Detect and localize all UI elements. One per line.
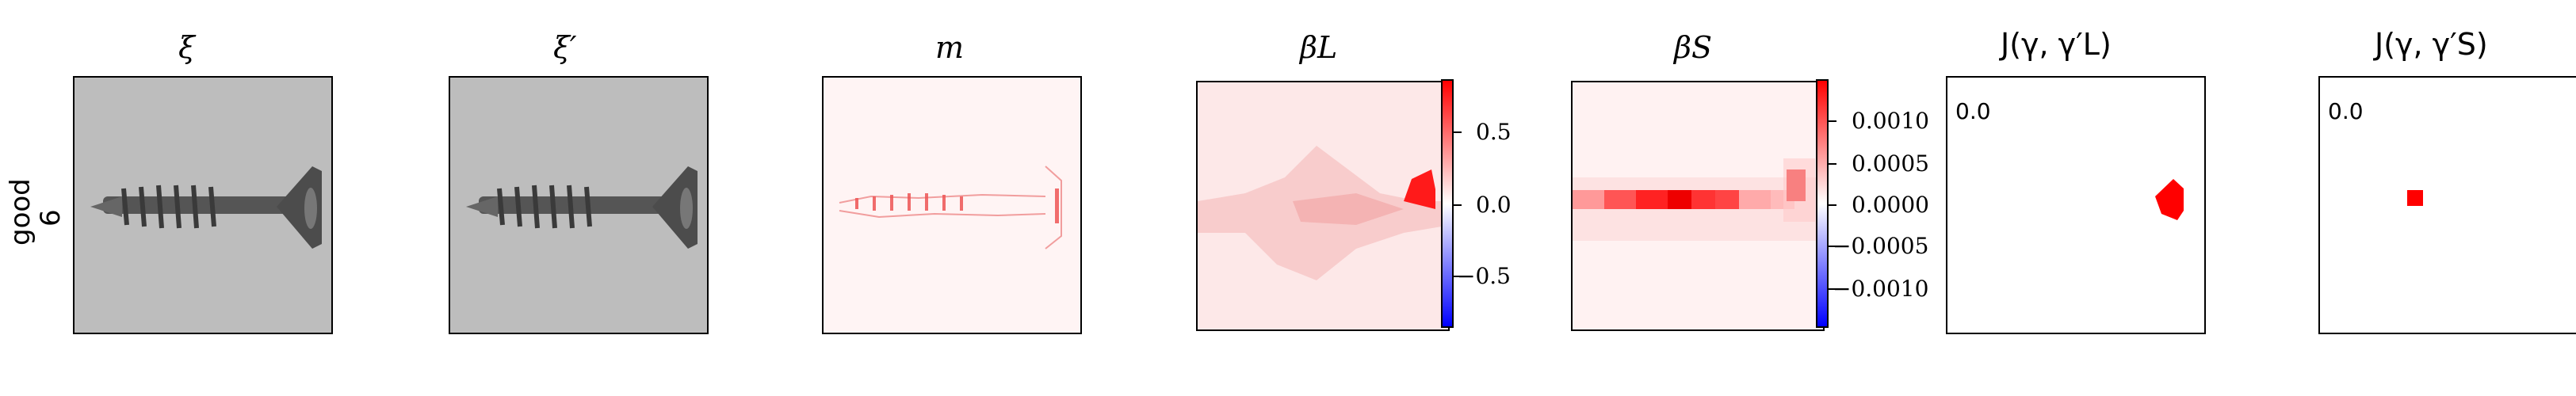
colorbar-tick-beta-s-4: −0.0005: [1833, 233, 1929, 259]
panel-title-xi-prime: ξ′: [553, 30, 577, 65]
j-s-mask: [2407, 190, 2423, 206]
panel-title-beta-l: βL: [1300, 30, 1337, 65]
tick-mark: [1454, 276, 1462, 277]
title-beta-l-text: βL: [1300, 30, 1338, 65]
colorbar-tick-beta-s-5: −0.0010: [1833, 276, 1929, 302]
colorbar-tick-beta-l-3: −0.5: [1457, 263, 1511, 289]
tick-mark: [1829, 288, 1836, 290]
row-label-index: 6: [35, 209, 67, 227]
colorbar-tick-beta-s-1: 0.0010: [1852, 108, 1929, 134]
colorbar-tick-beta-l-2: 0.0: [1476, 192, 1512, 218]
panel-title-m: m: [935, 30, 965, 65]
j-l-value: 0.0: [1955, 98, 1991, 124]
image-beta-l: [1196, 81, 1450, 331]
colorbar-tick-beta-s-3: 0.0000: [1852, 192, 1929, 218]
panel-title-j-s: J(γ, γ′S): [2375, 27, 2488, 62]
image-mask: [822, 76, 1082, 334]
tick-mark: [1829, 204, 1836, 206]
colorbar-tick-beta-s-2: 0.0005: [1852, 150, 1929, 177]
tick-mark: [1829, 246, 1836, 247]
mask-heatmap: [824, 78, 1080, 333]
colorbar-beta-l: [1441, 79, 1454, 328]
tick-mark: [1829, 120, 1836, 122]
beta-l-heatmap: [1198, 82, 1448, 329]
tick-mark: [1454, 204, 1462, 206]
tick-mark: [1454, 131, 1462, 133]
image-xi-prime: [449, 76, 709, 334]
image-beta-s: [1571, 81, 1825, 331]
tick-mark: [1829, 163, 1836, 165]
panel-title-xi: ξ: [178, 30, 195, 65]
panel-title-j-l: J(γ, γ′L): [2001, 27, 2112, 62]
j-l-mask: [2155, 179, 2184, 220]
image-xi: [73, 76, 333, 334]
colorbar-tick-beta-l-1: 0.5: [1476, 119, 1512, 145]
screw-image: [75, 78, 331, 333]
j-s-value: 0.0: [2328, 98, 2364, 124]
beta-s-heatmap: [1573, 82, 1823, 329]
panel-title-beta-s: βS: [1674, 30, 1712, 65]
image-j-s: 0.0: [2318, 76, 2576, 334]
colorbar-beta-s: [1816, 79, 1829, 328]
row-label: good 6: [3, 162, 75, 265]
image-j-l: 0.0: [1946, 76, 2206, 334]
row-label-class: good: [5, 178, 36, 246]
screw-image-prime: [450, 78, 707, 333]
title-beta-s-text: βS: [1674, 30, 1713, 65]
